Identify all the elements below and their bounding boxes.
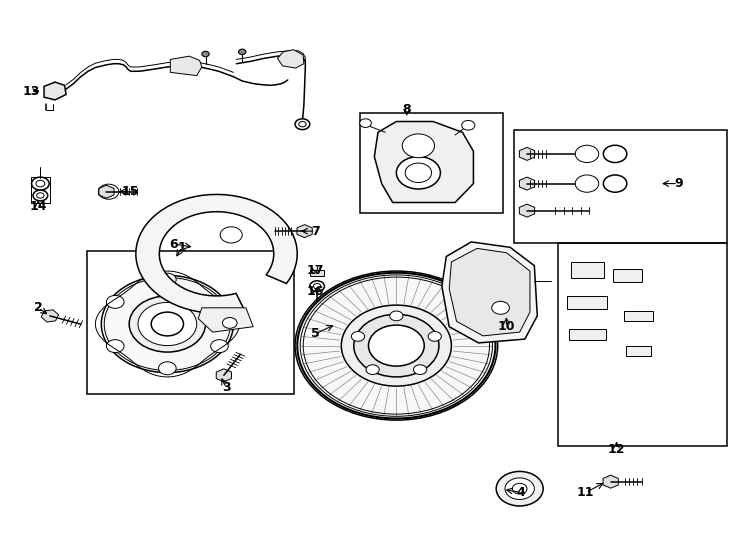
Circle shape <box>211 340 228 353</box>
Polygon shape <box>170 56 202 76</box>
Circle shape <box>222 318 237 328</box>
Circle shape <box>354 314 439 377</box>
Circle shape <box>505 478 534 500</box>
Circle shape <box>402 134 435 158</box>
Text: 5: 5 <box>311 327 320 340</box>
Polygon shape <box>520 177 534 190</box>
Bar <box>613 269 642 282</box>
Circle shape <box>492 301 509 314</box>
Text: 12: 12 <box>608 443 625 456</box>
Circle shape <box>428 332 441 341</box>
Text: 9: 9 <box>674 177 683 190</box>
Circle shape <box>360 119 371 127</box>
Circle shape <box>239 49 246 55</box>
Circle shape <box>462 120 475 130</box>
Circle shape <box>413 364 426 374</box>
Bar <box>624 310 653 321</box>
Bar <box>571 262 604 278</box>
Bar <box>569 329 606 340</box>
Polygon shape <box>41 310 59 322</box>
Polygon shape <box>297 225 312 238</box>
Circle shape <box>297 273 495 418</box>
Circle shape <box>368 325 424 366</box>
Bar <box>360 113 503 213</box>
Circle shape <box>101 275 233 373</box>
Text: 13: 13 <box>22 85 40 98</box>
Bar <box>567 296 608 309</box>
Polygon shape <box>442 242 537 343</box>
Text: 8: 8 <box>402 103 411 116</box>
Bar <box>558 243 727 446</box>
Circle shape <box>366 364 379 374</box>
Polygon shape <box>198 308 253 332</box>
Polygon shape <box>277 50 304 68</box>
Circle shape <box>575 145 599 163</box>
Bar <box>87 251 294 394</box>
Circle shape <box>159 362 176 375</box>
Bar <box>625 346 652 356</box>
Text: 11: 11 <box>577 486 595 499</box>
Polygon shape <box>44 82 66 100</box>
Polygon shape <box>99 185 114 198</box>
Text: 17: 17 <box>307 264 324 276</box>
Circle shape <box>202 51 209 57</box>
Circle shape <box>211 295 228 308</box>
Text: 3: 3 <box>222 381 230 394</box>
Bar <box>31 177 50 202</box>
Polygon shape <box>520 147 534 160</box>
Circle shape <box>220 227 242 243</box>
Circle shape <box>396 157 440 189</box>
Text: 4: 4 <box>517 486 526 499</box>
Circle shape <box>129 296 206 352</box>
Bar <box>310 270 324 276</box>
Polygon shape <box>449 248 530 336</box>
Text: 6: 6 <box>170 238 178 251</box>
Circle shape <box>32 177 49 190</box>
Circle shape <box>151 312 184 336</box>
Circle shape <box>33 190 48 201</box>
Circle shape <box>390 311 403 321</box>
Polygon shape <box>136 194 297 313</box>
Circle shape <box>341 305 451 386</box>
Text: 7: 7 <box>311 225 320 238</box>
Circle shape <box>603 175 627 192</box>
Polygon shape <box>520 204 534 217</box>
Circle shape <box>575 175 599 192</box>
Text: 10: 10 <box>498 320 515 333</box>
Text: 2: 2 <box>34 301 43 314</box>
Circle shape <box>106 340 124 353</box>
Text: 15: 15 <box>122 185 139 198</box>
Circle shape <box>352 332 365 341</box>
Circle shape <box>496 471 543 506</box>
Text: 1: 1 <box>178 241 186 254</box>
Text: 14: 14 <box>29 200 47 213</box>
Circle shape <box>138 302 197 346</box>
Circle shape <box>295 119 310 130</box>
Polygon shape <box>603 475 618 488</box>
Bar <box>514 130 727 243</box>
Polygon shape <box>217 369 231 382</box>
Text: 16: 16 <box>307 285 324 298</box>
Circle shape <box>603 145 627 163</box>
Circle shape <box>310 281 324 292</box>
Circle shape <box>106 295 124 308</box>
Polygon shape <box>374 122 473 202</box>
Circle shape <box>159 273 176 286</box>
